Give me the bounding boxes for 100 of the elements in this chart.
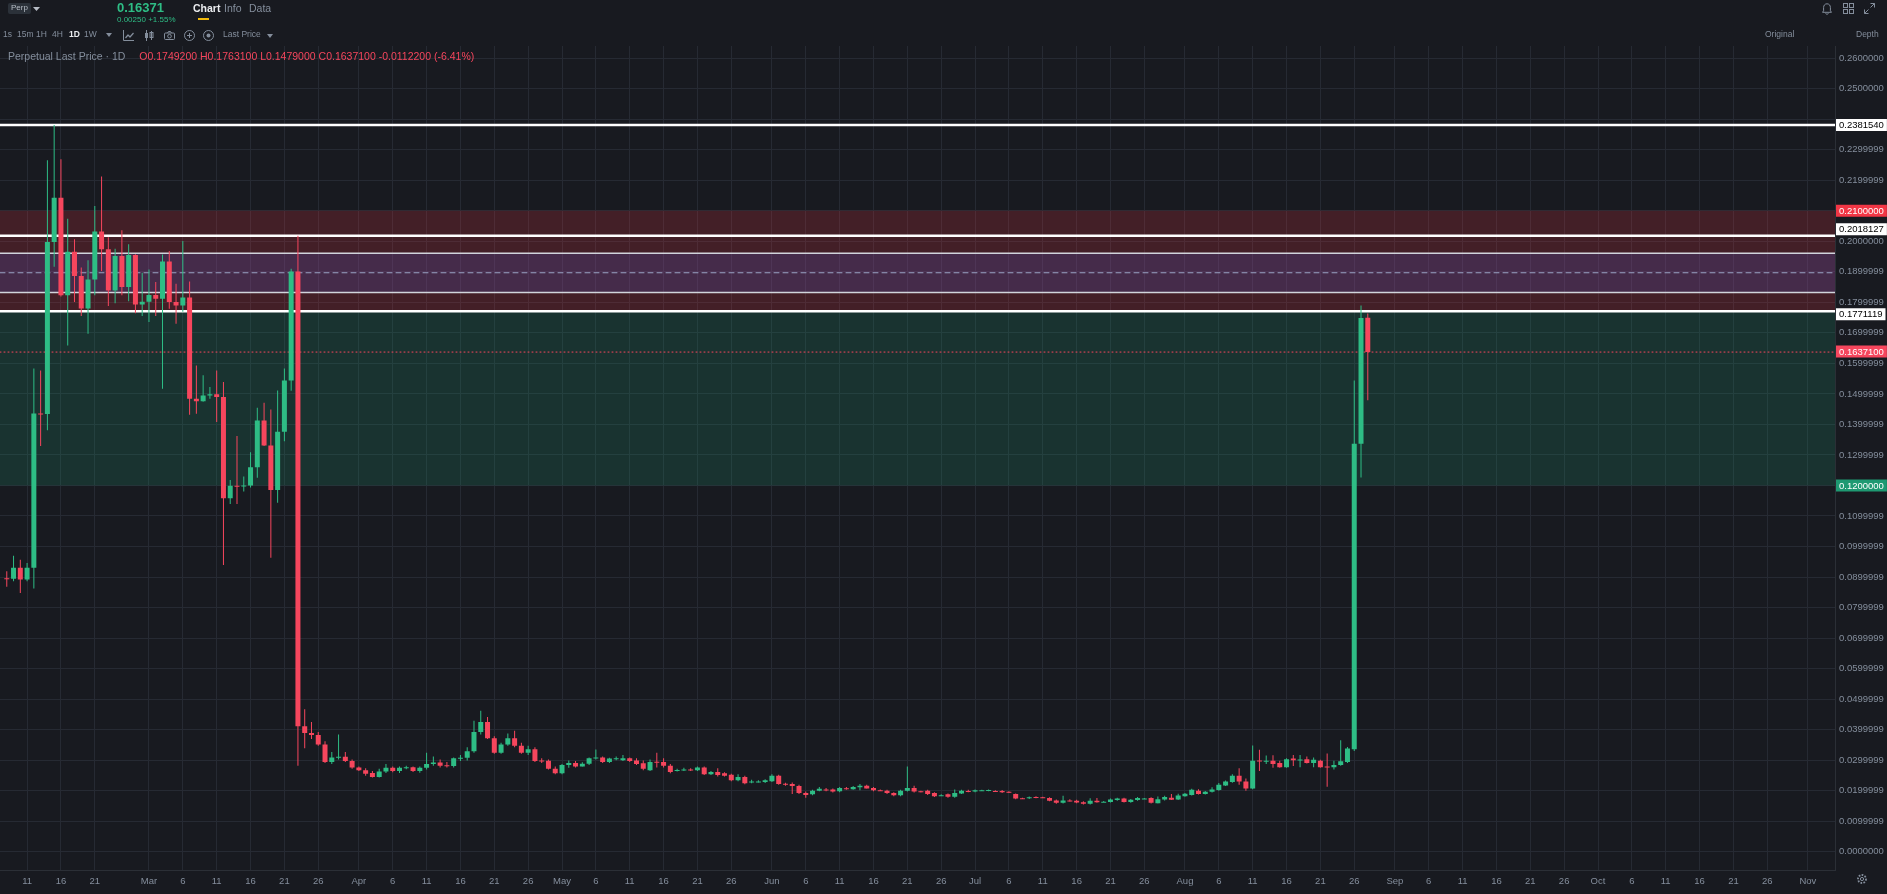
- x-tick-label: 11: [1037, 875, 1048, 887]
- candlestick: [816, 786, 822, 792]
- text: Data: [249, 2, 272, 15]
- candlestick: [539, 758, 545, 763]
- candlestick: [1256, 749, 1262, 772]
- y-tick-label: 0.0499999: [1839, 692, 1884, 704]
- candlestick: [904, 766, 910, 792]
- x-tick-label: Nov: [1799, 875, 1817, 887]
- candlestick: [1080, 801, 1086, 805]
- candlestick: [1324, 753, 1330, 787]
- x-tick-label: 11: [624, 875, 635, 887]
- x-tick-label: Jun: [764, 875, 780, 887]
- y-tick-label: 0.0799999: [1839, 601, 1884, 613]
- x-tick-label: Oct: [1590, 875, 1606, 887]
- candlestick: [803, 791, 809, 798]
- y-tick-label: 0.0599999: [1839, 662, 1884, 674]
- candlestick: [424, 752, 430, 770]
- x-tick-label: 26: [1762, 875, 1773, 887]
- y-tick-label: 0.1499999: [1839, 387, 1884, 399]
- x-tick-label: 21: [89, 875, 101, 887]
- candlestick: [464, 747, 470, 761]
- x-tick-label: 26: [1558, 875, 1570, 887]
- x-tick-label: 11: [1247, 875, 1258, 887]
- x-tick-label: 16: [868, 875, 879, 887]
- y-tick-label: 0.1899999: [1839, 265, 1884, 277]
- x-tick-label: 21: [279, 875, 290, 887]
- x-tick-label: 16: [1071, 875, 1082, 887]
- y-tick-label: 0.0000000: [1839, 845, 1884, 857]
- y-tick-label: 0.2000000: [1839, 234, 1884, 246]
- candlestick: [214, 370, 220, 422]
- x-tick-label: 16: [245, 875, 256, 887]
- x-tick-label: 16: [455, 875, 466, 887]
- x-tick-label: 11: [211, 875, 222, 887]
- y-tick-label: 0.0299999: [1839, 753, 1884, 765]
- x-tick-label: 6: [390, 875, 396, 887]
- text: 15m: [17, 29, 34, 40]
- x-tick-label: 26: [726, 875, 737, 887]
- band-label: 0.2100000: [1839, 204, 1884, 216]
- candlestick: [1067, 799, 1073, 802]
- text: Depth: [1856, 29, 1879, 40]
- x-tick-label: Sep: [1386, 875, 1404, 887]
- candlestick: [193, 365, 199, 414]
- x-tick-label: 21: [1105, 875, 1116, 887]
- text: 0.16371: [117, 0, 164, 16]
- candlestick: [4, 571, 10, 587]
- candlestick: [1053, 799, 1059, 804]
- text: Perp: [8, 3, 31, 14]
- y-tick-label: 0.1399999: [1839, 418, 1884, 430]
- candlestick: [1026, 796, 1032, 799]
- candlestick: [153, 281, 159, 317]
- text: Original: [1765, 29, 1795, 40]
- candlestick: [329, 751, 335, 765]
- candlestick: [173, 283, 179, 324]
- x-tick-label: 6: [1006, 875, 1012, 887]
- candlestick: [579, 762, 585, 767]
- x-tick-label: 21: [692, 875, 703, 887]
- x-tick-label: Apr: [351, 875, 367, 887]
- y-tick-label: 0.2199999: [1839, 173, 1884, 185]
- x-tick-label: 21: [489, 875, 500, 887]
- candlestick: [180, 241, 186, 312]
- candlestick: [1013, 793, 1019, 800]
- y-tick-label: 0.1299999: [1839, 448, 1884, 460]
- candlestick: [336, 734, 342, 760]
- y-tick-label: 0.0699999: [1839, 631, 1884, 643]
- candlestick: [755, 780, 761, 783]
- text: Chart: [193, 2, 221, 15]
- text: Info: [224, 2, 242, 15]
- candlestick: [1304, 756, 1310, 764]
- y-tick-label: 0.1799999: [1839, 295, 1884, 307]
- candlestick: [600, 756, 606, 763]
- candlestick: [627, 757, 633, 762]
- y-tick-label: 0.2500000: [1839, 82, 1884, 94]
- x-tick-label: 21: [902, 875, 913, 887]
- x-tick-label: 21: [1315, 875, 1326, 887]
- candlestick: [525, 745, 531, 755]
- x-tick-label: 6: [180, 875, 186, 887]
- candlestick: [952, 789, 958, 798]
- text: Last Price: [223, 29, 261, 40]
- x-tick-label: 6: [803, 875, 809, 887]
- candlestick: [661, 758, 667, 768]
- candlestick: [1060, 795, 1066, 804]
- x-tick-label: 6: [1426, 875, 1432, 887]
- chart-title: Perpetual Last Price · 1D: [8, 49, 126, 62]
- candlestick: [200, 375, 206, 402]
- y-tick-label: 0.0099999: [1839, 814, 1884, 826]
- candlestick: [234, 436, 240, 505]
- x-tick-label: 21: [1525, 875, 1536, 887]
- x-tick-label: 26: [1139, 875, 1150, 887]
- y-tick-label: 0.0899999: [1839, 570, 1884, 582]
- x-tick-label: 6: [593, 875, 599, 887]
- text: 1H: [36, 29, 47, 40]
- candlestick: [241, 476, 247, 492]
- x-tick-label: 16: [55, 875, 67, 887]
- candlestick: [1141, 797, 1147, 800]
- y-tick-label: 0.1099999: [1839, 509, 1884, 521]
- candlestick: [505, 733, 511, 746]
- ref-line-label: 0.2018127: [1839, 223, 1884, 235]
- x-tick-label: 21: [1728, 875, 1739, 887]
- text: 1s: [3, 29, 12, 40]
- x-tick-label: 11: [1660, 875, 1671, 887]
